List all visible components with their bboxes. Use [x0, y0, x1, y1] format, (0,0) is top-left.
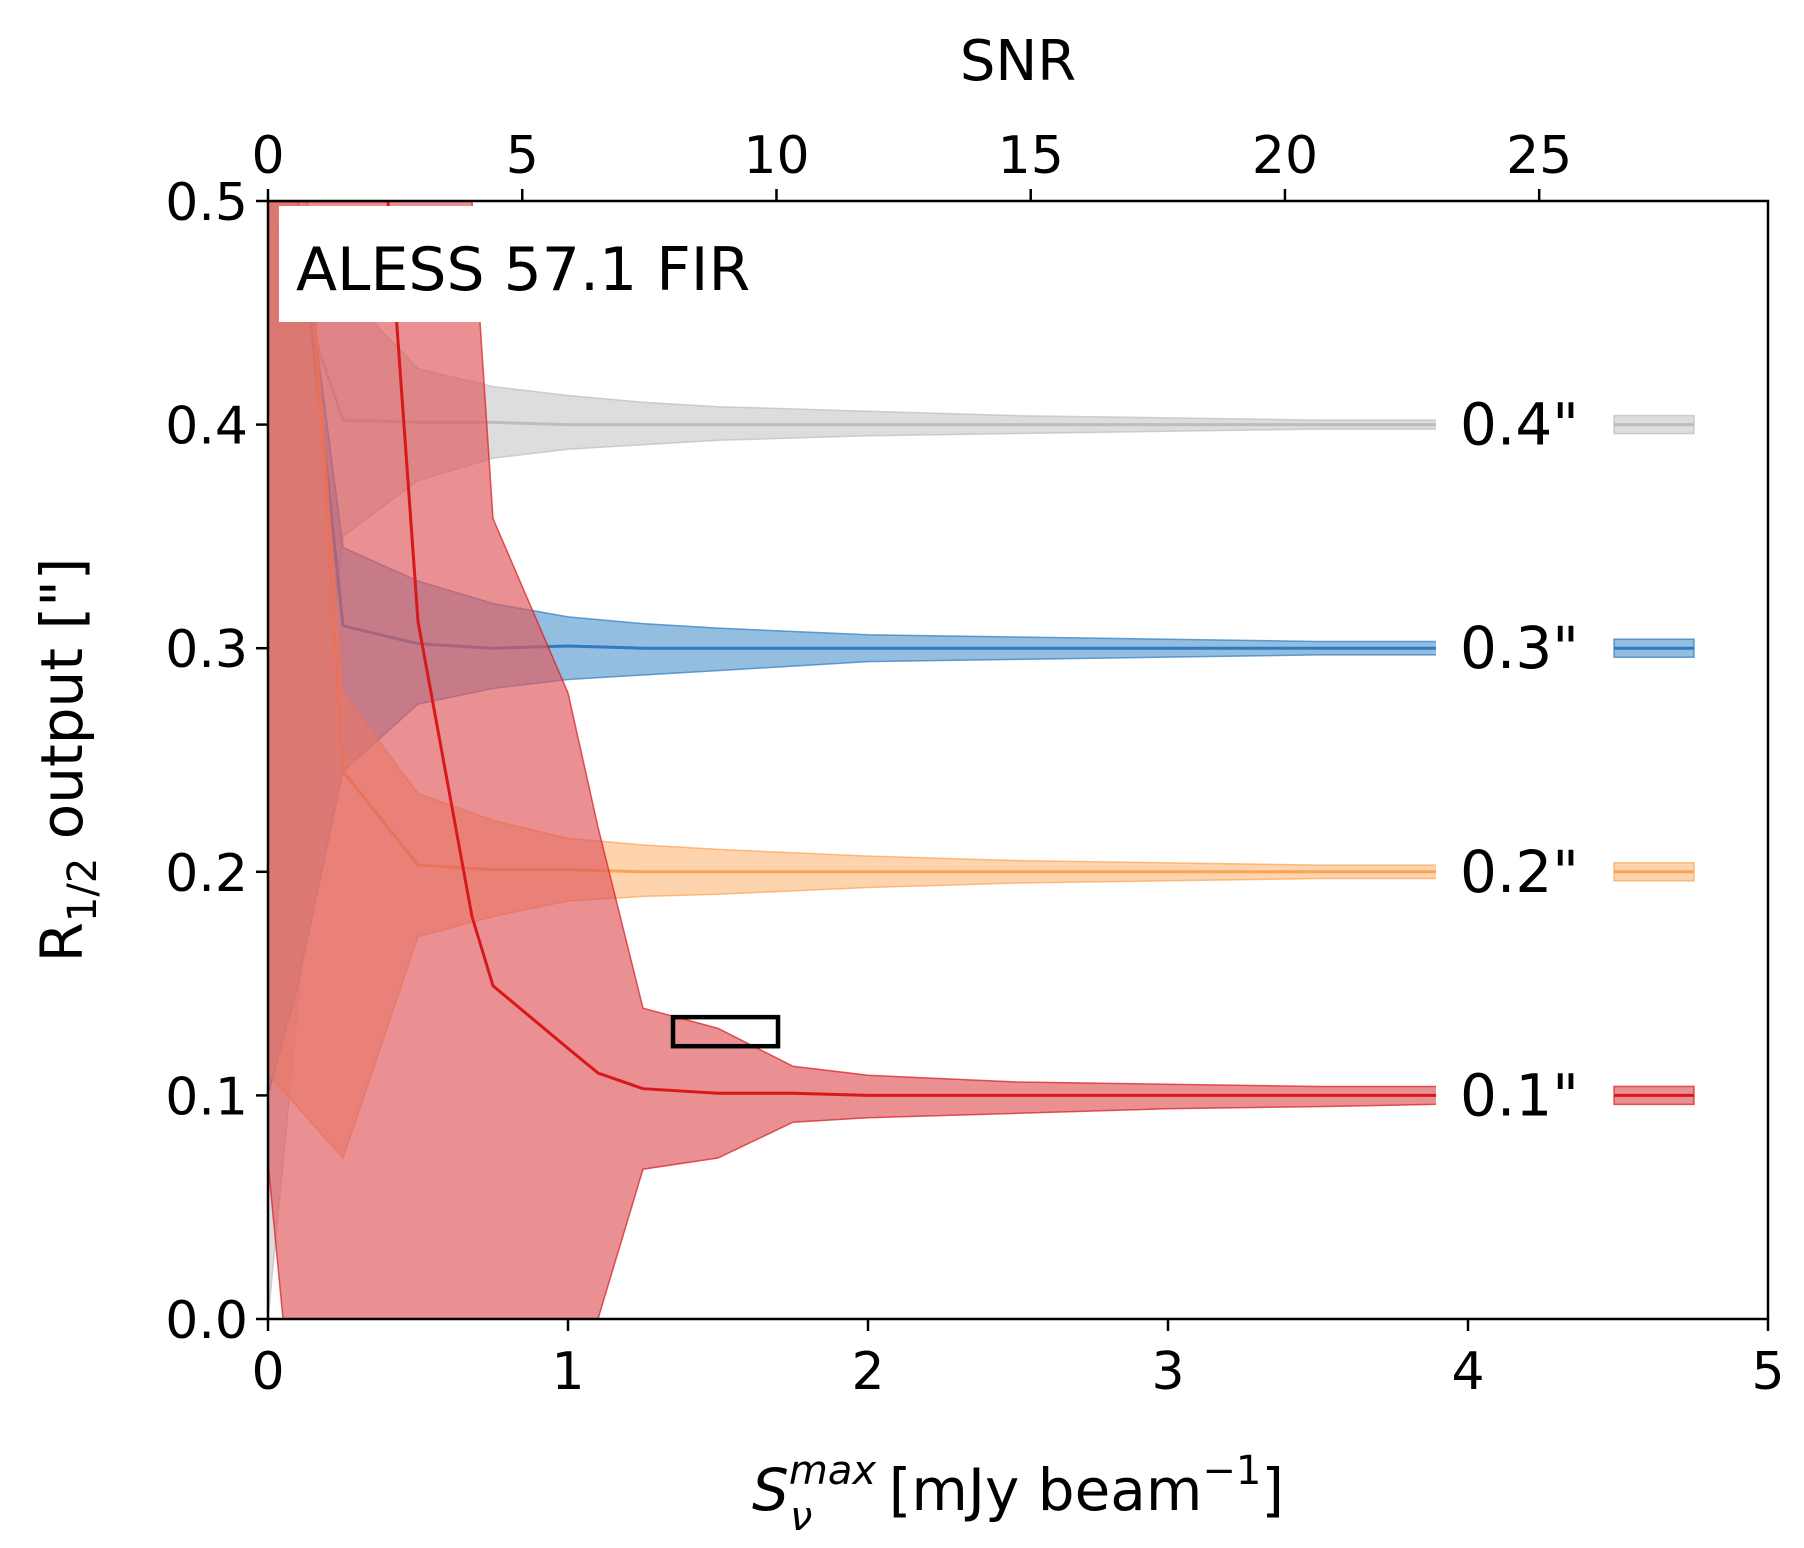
- x-axis-title-sub: ν: [790, 1494, 812, 1540]
- plot-frame: [266, 199, 1770, 1321]
- x-axis-title-unit-sup: −1: [1202, 1448, 1261, 1494]
- y-tick-label-0.5: 0.5: [165, 173, 248, 233]
- plot-area: [268, 201, 1439, 1319]
- label-bg-0-4: [1436, 390, 1614, 459]
- x-axis-title-rest: [mJy beam: [870, 1456, 1202, 1524]
- x-tick-label-5: 5: [1751, 1342, 1784, 1402]
- y-axis-title-sub: 1/2: [60, 858, 106, 922]
- x-tick-label-2: 2: [851, 1342, 884, 1402]
- y-axis-title: R1/2 output ["]: [28, 558, 106, 963]
- y-tick-label-0.2: 0.2: [165, 844, 248, 904]
- x-axis-title: Smax ν [mJy beam−1]: [752, 1448, 1284, 1540]
- annotation-label: ALESS 57.1 FIR: [296, 235, 750, 305]
- top-tick-label-10: 10: [743, 126, 809, 186]
- axes: 0.4" 0.3" 0.2" 0.1" 0 1 2 3 4 5 0.0 0.1 0.2 0.3 0.4 0.5…: [165, 126, 1784, 1402]
- y-tick-label-0.3: 0.3: [165, 620, 248, 680]
- y-axis-title-main: R: [28, 922, 96, 962]
- series-label-group-0-3: 0.3": [1436, 614, 1695, 683]
- x-tick-label-0: 0: [251, 1342, 284, 1402]
- x-axis-title-sup: max: [789, 1448, 876, 1494]
- series-label-0-2: 0.2": [1460, 838, 1579, 906]
- series-label-0-3: 0.3": [1460, 614, 1579, 682]
- series-label-group-0-4: 0.4": [1436, 390, 1695, 459]
- marker-box: [670, 1014, 781, 1049]
- label-bg-0-2: [1436, 837, 1614, 906]
- y-axis-title-rest: output ["]: [28, 558, 96, 858]
- y-tick-label-0.1: 0.1: [165, 1067, 248, 1127]
- series-label-0-4: 0.4": [1460, 391, 1579, 459]
- y-tick-label-0.4: 0.4: [165, 397, 248, 457]
- series-label-group-0-1: 0.1": [1436, 1061, 1695, 1130]
- label-bg-0-3: [1436, 614, 1614, 683]
- top-tick-label-5: 5: [506, 126, 539, 186]
- series-label-group-0-2: 0.2": [1436, 837, 1695, 906]
- x-tick-label-3: 3: [1151, 1342, 1184, 1402]
- annotation-box: [279, 206, 491, 322]
- top-axis-title: SNR: [960, 29, 1076, 94]
- label-bg-0-1: [1436, 1061, 1614, 1130]
- median-line-0-1: [268, 201, 1438, 1097]
- top-tick-label-15: 15: [998, 126, 1064, 186]
- top-tick-label-25: 25: [1506, 126, 1572, 186]
- x-axis-title-main: S: [752, 1456, 789, 1524]
- x-axis-title-close: ]: [1261, 1456, 1284, 1524]
- x-tick-label-1: 1: [551, 1342, 584, 1402]
- top-tick-label-20: 20: [1252, 126, 1318, 186]
- series-label-0-1: 0.1": [1460, 1061, 1579, 1129]
- y-tick-label-0: 0.0: [165, 1291, 248, 1351]
- x-tick-label-4: 4: [1451, 1342, 1484, 1402]
- top-tick-label-0: 0: [251, 126, 284, 186]
